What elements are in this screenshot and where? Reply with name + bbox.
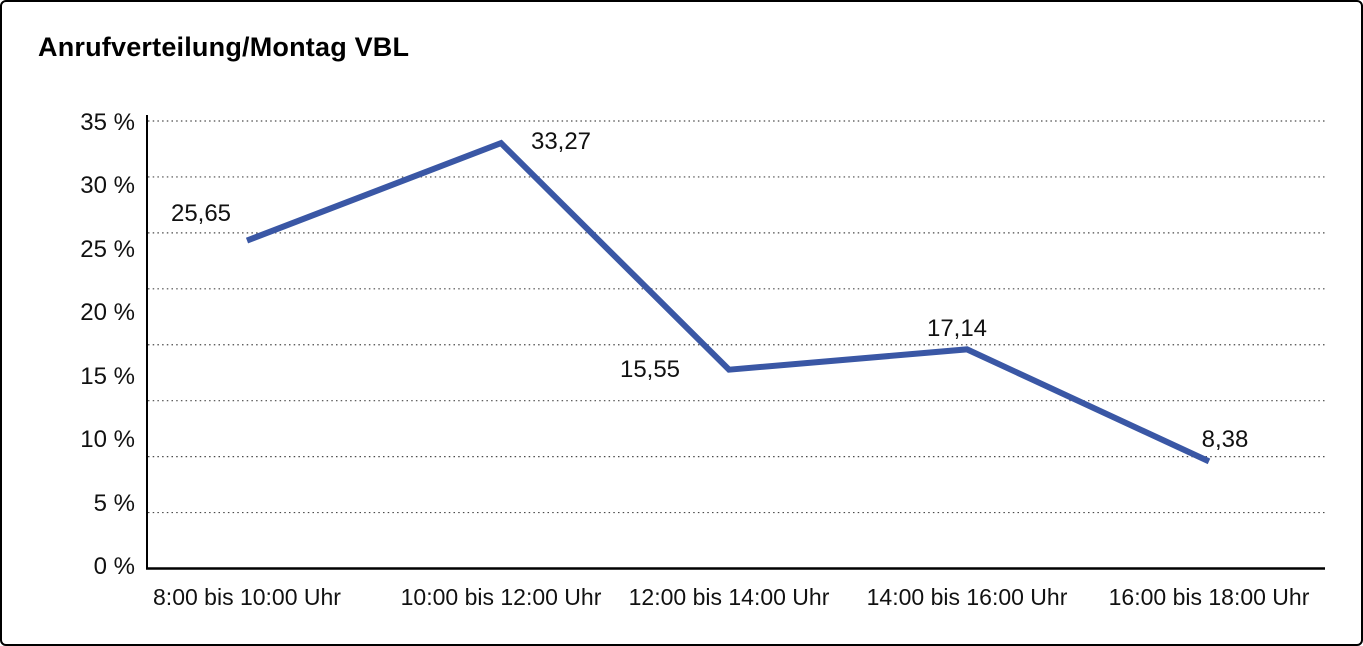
x-axis-category-label: 10:00 bis 12:00 Uhr [400, 584, 602, 610]
data-line-series [245, 139, 1211, 465]
y-axis-tick-label: 30 % [80, 172, 135, 200]
y-axis-tick-label: 25 % [80, 235, 135, 263]
y-axis-tick-label: 5 % [93, 489, 135, 517]
data-point-value-label: 33,27 [530, 128, 592, 156]
data-point-value-label: 8,38 [1201, 426, 1249, 454]
data-point-value-label: 17,14 [926, 315, 988, 343]
x-axis-category-label: 12:00 bis 14:00 Uhr [628, 584, 830, 610]
y-axis-tick-label: 35 % [80, 109, 135, 136]
data-point-value-label: 15,55 [619, 355, 681, 383]
y-axis-tick-label: 0 % [93, 553, 135, 580]
x-axis-category-label: 14:00 bis 16:00 Uhr [866, 584, 1068, 610]
y-axis-tick-label: 10 % [80, 426, 135, 454]
x-axis-category-label: 16:00 bis 18:00 Uhr [1108, 584, 1310, 610]
chart-title: Anrufverteilung/Montag VBL [38, 32, 410, 62]
data-point-value-label: 25,65 [170, 199, 232, 227]
y-axis-tick-label: 15 % [80, 362, 135, 390]
y-axis-tick-label: 20 % [80, 299, 135, 327]
x-axis-category-label: 8:00 bis 10:00 Uhr [153, 584, 341, 610]
